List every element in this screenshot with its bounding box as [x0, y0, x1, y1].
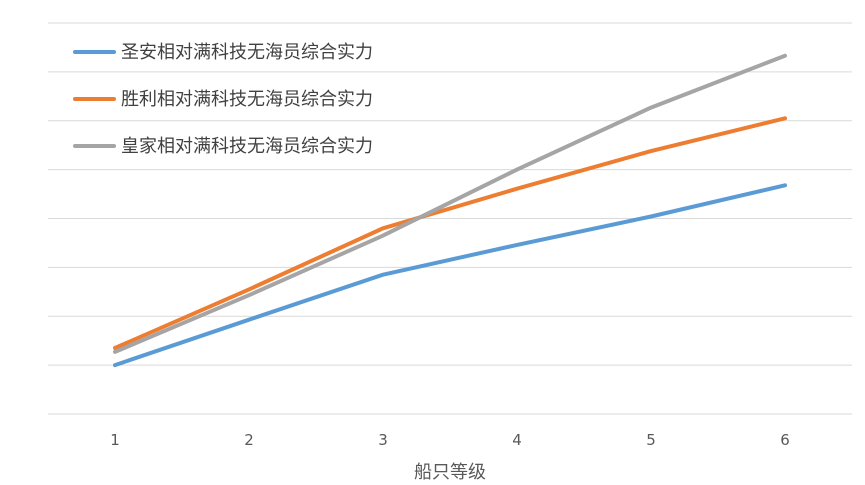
x-tick-label: 5 — [646, 431, 656, 449]
series-line-2 — [113, 116, 787, 350]
legend-label: 圣安相对满科技无海员综合实力 — [121, 42, 373, 63]
x-tick-label: 3 — [378, 431, 388, 449]
legend: 圣安相对满科技无海员综合实力胜利相对满科技无海员综合实力皇家相对满科技无海员综合… — [73, 42, 373, 157]
x-axis-title: 船只等级 — [414, 462, 486, 483]
series-line-1 — [113, 183, 787, 368]
x-tick-label: 4 — [512, 431, 522, 449]
legend-label: 皇家相对满科技无海员综合实力 — [121, 136, 373, 157]
gridlines — [48, 22, 852, 415]
legend-label: 胜利相对满科技无海员综合实力 — [121, 89, 373, 110]
x-tick-label: 2 — [244, 431, 254, 449]
series-lines — [113, 53, 787, 368]
x-tick-label: 6 — [780, 431, 790, 449]
x-tick-label: 1 — [110, 431, 120, 449]
series-line-3 — [113, 53, 787, 354]
x-axis-tick-labels: 1 2 3 4 5 6 — [110, 431, 790, 449]
